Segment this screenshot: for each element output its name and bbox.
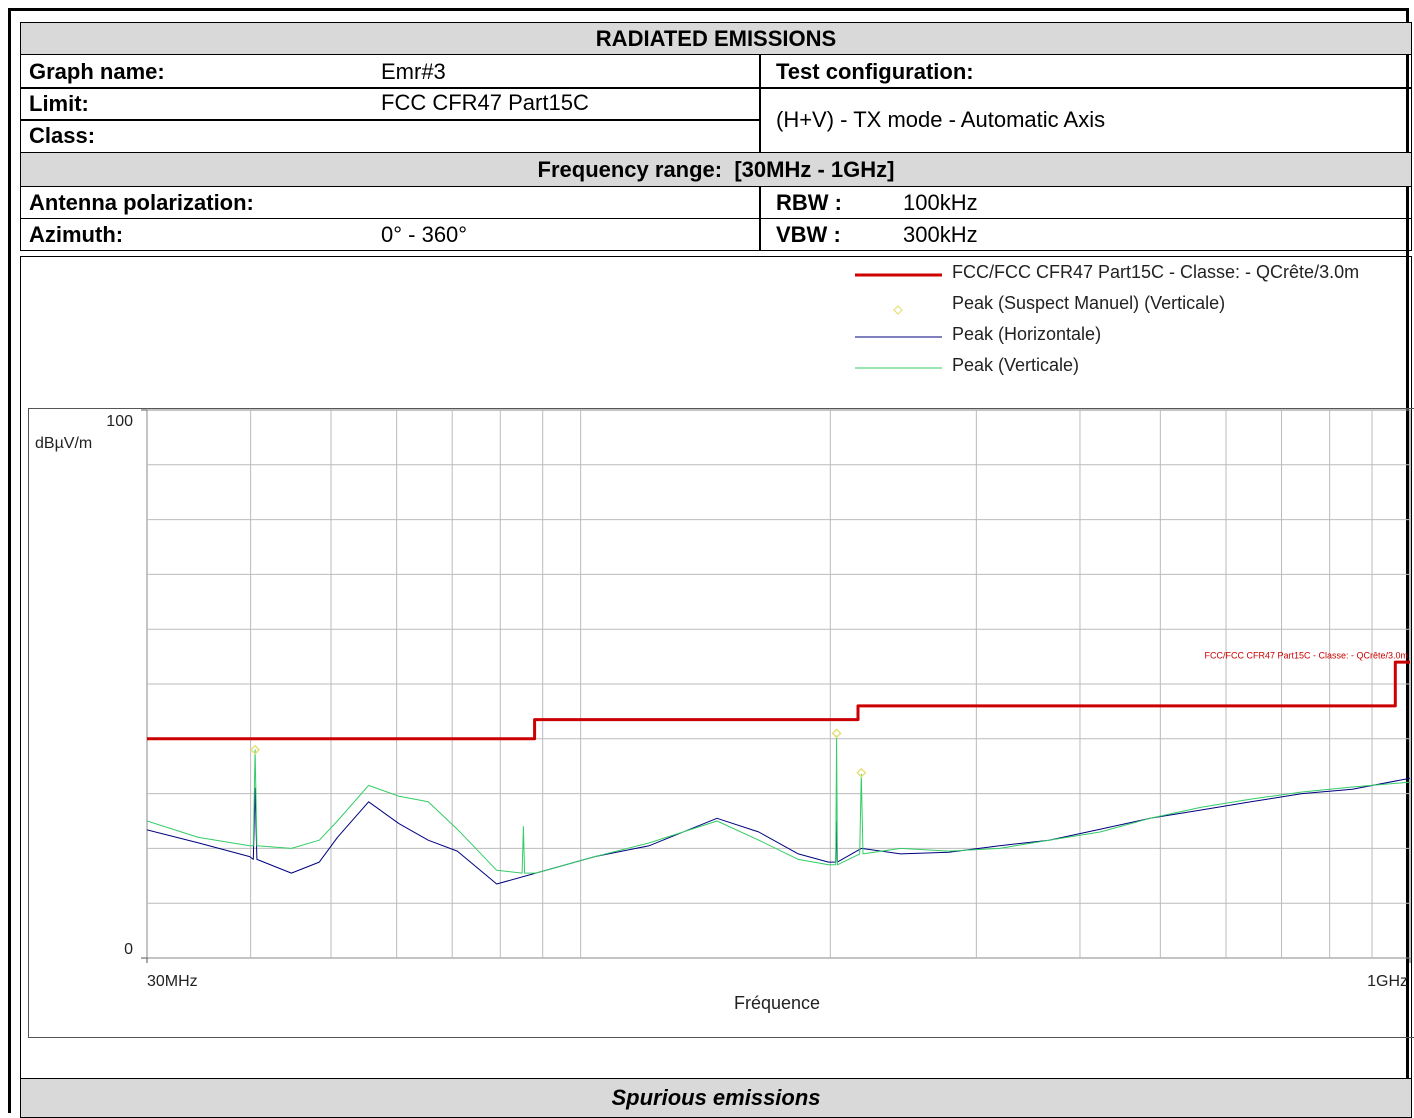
label: Antenna polarization: xyxy=(29,189,254,215)
legend-label: Peak (Suspect Manuel) (Verticale) xyxy=(952,293,1225,313)
label: Frequency range: xyxy=(537,156,723,182)
label: Test configuration: xyxy=(776,58,974,84)
frequency-range-cell: Frequency range: [30MHz - 1GHz] xyxy=(20,152,1412,187)
legend-label: Peak (Verticale) xyxy=(952,355,1079,375)
x-tick-label: 1GHz xyxy=(1367,973,1408,990)
y-axis-label: dBµV/m xyxy=(35,435,92,452)
label: Class: xyxy=(29,123,96,148)
value: [30MHz - 1GHz] xyxy=(734,156,895,182)
graph-name-cell: Graph name: Emr#3 xyxy=(20,54,761,89)
limit-label: FCC/FCC CFR47 Part15C - Classe: - QCrête… xyxy=(1204,650,1408,660)
test-config-label-cell: Test configuration: xyxy=(759,54,1412,89)
suspect-marker xyxy=(856,767,867,778)
trace xyxy=(147,735,1411,874)
y-tick-label: 0 xyxy=(124,941,133,958)
legend-marker xyxy=(893,305,903,315)
label: Azimuth: xyxy=(29,221,124,247)
label: Graph name: xyxy=(29,58,165,84)
x-axis-label: Fréquence xyxy=(734,993,820,1013)
label: RBW : xyxy=(776,189,842,215)
value: 300kHz xyxy=(903,221,978,247)
page-frame xyxy=(8,8,1409,1113)
azimuth-cell: Azimuth: 0° - 360° xyxy=(20,218,761,251)
label: Limit: xyxy=(29,91,89,116)
value: 0° - 360° xyxy=(381,221,468,247)
series-layer xyxy=(147,660,1411,885)
title-cell: RADIATED EMISSIONS xyxy=(20,22,1412,55)
limit-cell: Limit: FCC CFR47 Part15C xyxy=(20,87,761,121)
vbw-cell: VBW : 300kHz xyxy=(759,218,1412,251)
title: RADIATED EMISSIONS xyxy=(595,25,837,51)
caption: Spurious emissions xyxy=(611,1085,821,1110)
chart-frame xyxy=(28,408,1414,1038)
value: 100kHz xyxy=(903,189,978,215)
legend-label: Peak (Horizontale) xyxy=(952,324,1101,344)
trace xyxy=(147,660,1410,741)
suspect-marker xyxy=(831,728,842,739)
value: (H+V) - TX mode - Automatic Axis xyxy=(776,107,1106,132)
value: Emr#3 xyxy=(381,58,446,84)
value: FCC CFR47 Part15C xyxy=(381,90,589,115)
y-tick-label: 100 xyxy=(106,413,133,430)
suspect-marker xyxy=(250,744,261,755)
legend-label: FCC/FCC CFR47 Part15C - Classe: - QCrête… xyxy=(952,262,1359,282)
x-tick-label: 30MHz xyxy=(147,973,198,990)
label: VBW : xyxy=(776,221,841,247)
footer-cell: Spurious emissions xyxy=(20,1078,1412,1118)
trace xyxy=(147,777,1411,885)
